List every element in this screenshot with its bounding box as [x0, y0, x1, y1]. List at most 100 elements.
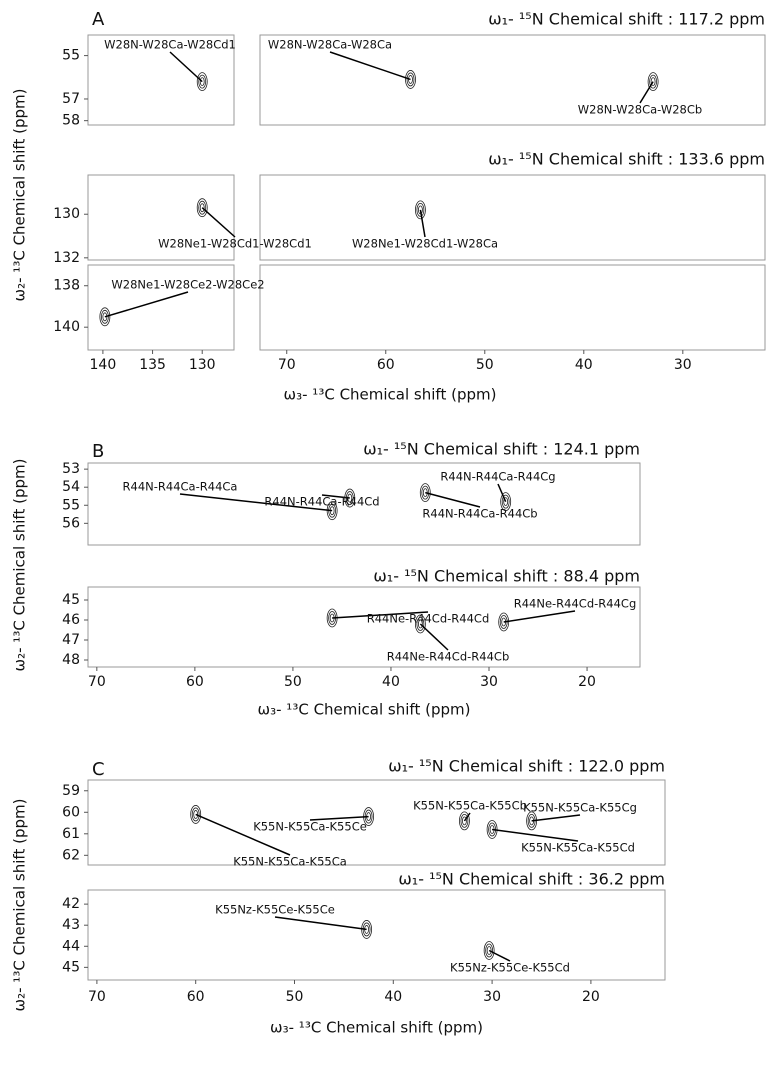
subplot-title: ω₁- ¹⁵N Chemical shift : 117.2 ppm [488, 10, 765, 29]
y-tick-label: 140 [53, 319, 80, 335]
x-tick-label: 50 [284, 674, 302, 690]
x-tick-label: 30 [483, 989, 501, 1005]
contour [190, 805, 202, 824]
y-tick-label: 46 [62, 612, 80, 628]
x-tick-label: 50 [476, 357, 494, 373]
x-tick-label: 130 [189, 357, 216, 373]
y-tick-label: 48 [62, 652, 80, 668]
peak [196, 72, 208, 92]
y-tick-label: 138 [53, 278, 80, 294]
leader-line [195, 813, 291, 856]
y-tick-label: 61 [62, 826, 80, 842]
x-tick-label: 140 [90, 357, 117, 373]
x-tick-label: 20 [582, 989, 600, 1005]
leader-line [531, 814, 581, 822]
plot-frame [259, 34, 766, 126]
leader-line [491, 828, 579, 842]
contour [419, 483, 431, 503]
contour [460, 813, 469, 828]
x-tick-label: 60 [377, 357, 395, 373]
contour [485, 943, 494, 958]
peak-label: K55N-K55Ca-K55Cd [521, 841, 635, 855]
y-tick-label: 59 [62, 783, 80, 799]
y-tick-label: 56 [62, 515, 80, 531]
contour [191, 807, 200, 822]
x-tick-label: 50 [286, 989, 304, 1005]
contour [406, 72, 415, 87]
x-tick-label: 70 [88, 989, 106, 1005]
peak [196, 198, 208, 218]
y-tick-label: 55 [62, 497, 80, 513]
plot-frame [87, 779, 666, 866]
contour [415, 200, 426, 220]
x-axis-label: ω₃- ¹³C Chemical shift (ppm) [284, 386, 497, 404]
leader-line [419, 623, 449, 651]
leader-line [179, 493, 333, 512]
peak-label: K55N-K55Ca-K55Cb [413, 799, 527, 813]
y-tick-label: 42 [62, 896, 80, 912]
y-axis-label: ω₂- ¹³C Chemical shift (ppm) [11, 89, 29, 302]
plot-frame [87, 174, 235, 261]
peak [500, 492, 512, 512]
contour [198, 200, 207, 215]
peak-label: K55N-K55Ca-K55Ca [233, 855, 347, 869]
leader-line [309, 815, 369, 821]
peak-label: R44Ne-R44Cd-R44Cb [387, 650, 510, 664]
contour [503, 497, 509, 507]
contour [498, 612, 510, 632]
plot-frame [87, 889, 666, 981]
y-tick-label: 57 [62, 91, 80, 107]
x-tick-label: 40 [384, 989, 402, 1005]
x-tick-label: 20 [578, 674, 596, 690]
x-tick-label: 40 [575, 357, 593, 373]
leader-line [488, 949, 511, 962]
contour [414, 614, 426, 634]
peak [414, 614, 426, 634]
y-tick-label: 55 [62, 48, 80, 64]
plot-frame [87, 264, 235, 351]
x-tick-label: 60 [186, 674, 204, 690]
peak-label: W28N-W28Ca-W28Cd1 [104, 38, 236, 52]
y-axis-label: ω₂- ¹³C Chemical shift (ppm) [11, 459, 29, 672]
peak [483, 941, 495, 960]
peak-label: K55N-K55Ca-K55Cg [523, 801, 637, 815]
y-tick-label: 53 [62, 461, 80, 477]
x-axis-label: ω₃- ¹³C Chemical shift (ppm) [270, 1019, 483, 1037]
peak-label: K55Nz-K55Ce-K55Cd [450, 961, 570, 975]
peak-label: W28Ne1-W28Cd1-W28Ca [352, 237, 498, 251]
y-tick-label: 132 [53, 250, 80, 266]
contour [650, 77, 656, 87]
y-axis-label: ω₂- ¹³C Chemical shift (ppm) [11, 799, 29, 1012]
peak-label: W28N-W28Ca-W28Cb [578, 103, 702, 117]
leader-line [503, 610, 576, 623]
contour [417, 619, 423, 629]
contour [421, 485, 430, 500]
peak-label: R44Ne-R44Cd-R44Cg [514, 597, 637, 611]
plot-frame [259, 264, 766, 351]
peak [647, 72, 659, 92]
plot-frame [87, 34, 235, 126]
panel-label: A [92, 9, 105, 30]
panel-label: B [92, 441, 104, 462]
leader-line [329, 51, 411, 81]
leader-line [497, 483, 507, 502]
x-tick-label: 30 [480, 674, 498, 690]
contour [196, 72, 208, 92]
plot-frame [87, 462, 641, 546]
peak-label: R44N-R44Ca-R44Cg [440, 470, 555, 484]
contour [647, 72, 659, 92]
y-tick-label: 47 [62, 632, 80, 648]
leader-line [274, 916, 367, 931]
x-tick-label: 60 [187, 989, 205, 1005]
leader-line [321, 494, 350, 499]
y-tick-label: 45 [62, 592, 80, 608]
y-tick-label: 54 [62, 479, 80, 495]
subplot-title: ω₁- ¹⁵N Chemical shift : 88.4 ppm [373, 567, 640, 586]
leader-line [463, 812, 471, 822]
y-tick-label: 44 [62, 938, 80, 954]
leader-line [332, 611, 429, 619]
contour [649, 74, 658, 89]
peak-label: R44Ne-R44Cd-R44Cd [367, 612, 490, 626]
leader-line [201, 207, 236, 238]
contour [486, 946, 492, 955]
